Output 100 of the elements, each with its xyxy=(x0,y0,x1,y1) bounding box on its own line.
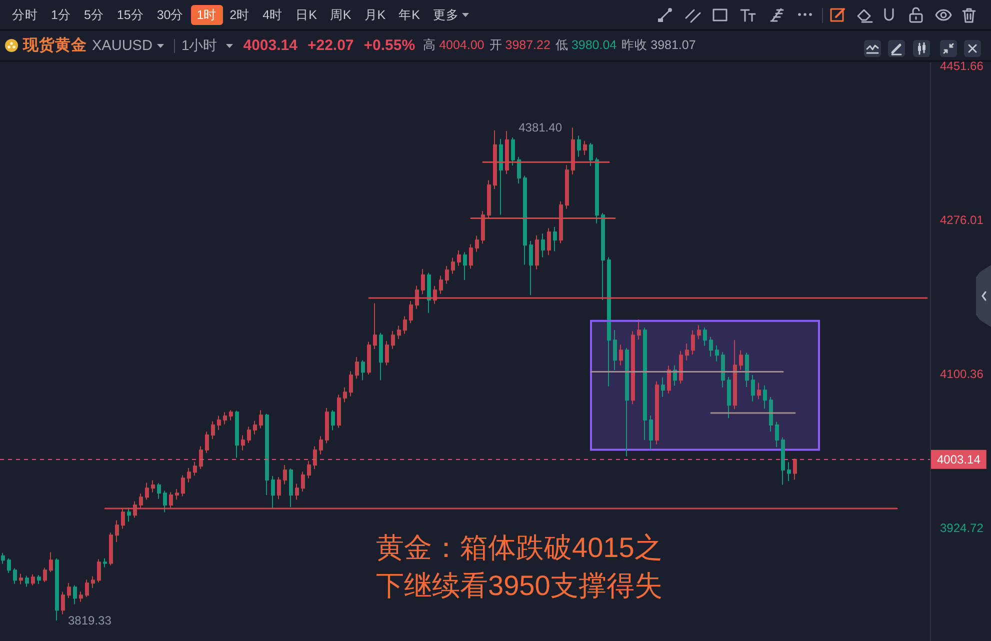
candlestick xyxy=(55,558,59,622)
candlestick xyxy=(223,412,227,425)
candlestick xyxy=(637,318,641,340)
candlestick xyxy=(325,408,329,444)
candlestick xyxy=(583,140,587,156)
candlestick xyxy=(535,234,539,270)
candlestick xyxy=(91,576,95,589)
candlestick xyxy=(175,488,179,500)
candlestick xyxy=(265,413,269,496)
candlestick xyxy=(85,579,89,598)
candlestick xyxy=(319,436,323,455)
candlestick xyxy=(625,348,629,457)
candlestick xyxy=(763,384,767,410)
candlestick xyxy=(211,420,215,440)
candlestick xyxy=(187,467,191,483)
candlestick xyxy=(703,327,707,346)
candlestick xyxy=(241,434,245,451)
candlestick xyxy=(619,344,623,366)
candlestick xyxy=(601,212,605,300)
candlestick xyxy=(565,164,569,210)
candlestick xyxy=(229,410,233,421)
candlestick xyxy=(643,327,647,441)
candlestick xyxy=(19,573,23,585)
candlestick xyxy=(127,507,131,522)
annotation: 黄金：箱体跌破4015之下继续看3950支撑得失 xyxy=(376,531,664,603)
candlestick xyxy=(739,350,743,370)
candlestick xyxy=(379,332,383,381)
candlestick xyxy=(559,200,563,244)
text: 4时 xyxy=(262,8,283,22)
candlestick xyxy=(109,532,113,566)
candlestick xyxy=(469,244,473,270)
chart-title: 现货黄金 xyxy=(23,36,87,56)
candlestick xyxy=(385,340,389,366)
candlestick xyxy=(355,356,359,380)
text: +0.55% xyxy=(364,37,416,54)
candlestick xyxy=(403,316,407,334)
text: 3981.07 xyxy=(650,38,696,52)
candlestick xyxy=(415,285,419,310)
candlestick xyxy=(757,382,761,400)
candlestick xyxy=(199,446,203,470)
ref-line-label: 4003.14 xyxy=(937,452,981,466)
y-tick-label: 4276.01 xyxy=(940,212,984,227)
candlestick xyxy=(427,272,431,314)
candlestick xyxy=(733,340,737,410)
text: 4003.14 xyxy=(243,37,298,54)
candlestick xyxy=(277,476,281,500)
candlestick xyxy=(367,341,371,376)
candlestick xyxy=(631,330,635,405)
candlestick xyxy=(343,386,347,403)
candlestick xyxy=(331,410,335,431)
candlestick xyxy=(679,350,683,384)
candlestick xyxy=(397,325,401,340)
candlestick xyxy=(661,376,665,398)
candlestick xyxy=(493,130,497,190)
candlestick xyxy=(67,582,71,599)
candlestick xyxy=(1,552,5,564)
candlestick xyxy=(667,365,671,394)
candlestick xyxy=(571,127,575,175)
candlestick xyxy=(721,352,725,388)
candlestick xyxy=(775,421,779,448)
text: 高 xyxy=(423,37,436,54)
candlestick xyxy=(481,210,485,244)
chart-subtitle: XAUUSD xyxy=(92,38,152,54)
candlestick xyxy=(787,462,791,482)
candlestick xyxy=(523,175,527,266)
candlestick xyxy=(301,471,305,492)
candlestick xyxy=(307,460,311,479)
candlestick xyxy=(655,380,659,445)
candlestick xyxy=(43,567,47,583)
candlestick xyxy=(409,300,413,324)
candlestick xyxy=(283,464,287,485)
candlestick xyxy=(541,233,545,258)
candlestick xyxy=(49,552,53,573)
text: 更多 xyxy=(432,8,459,22)
candlestick xyxy=(709,336,713,358)
candlestick xyxy=(103,558,107,568)
annotation: 3819.33 xyxy=(68,614,112,628)
text: 开 xyxy=(489,37,502,54)
candlestick xyxy=(181,474,185,497)
candlestick xyxy=(295,483,299,500)
candlestick xyxy=(463,252,467,280)
candlestick xyxy=(457,250,461,266)
candlestick xyxy=(517,156,521,184)
candlestick xyxy=(421,268,425,295)
candlestick xyxy=(691,330,695,356)
candlestick xyxy=(79,590,83,602)
candlestick xyxy=(373,302,377,350)
candlestick xyxy=(475,235,479,252)
candlestick xyxy=(73,584,77,605)
candlestick xyxy=(37,574,41,584)
text: 日K xyxy=(296,8,317,22)
text: 30分 xyxy=(156,8,184,22)
candlestick xyxy=(487,180,491,220)
y-tick-label: 4451.66 xyxy=(940,58,984,73)
candlestick xyxy=(259,410,263,429)
text: 分时 xyxy=(12,8,38,22)
y-tick-label: 4100.36 xyxy=(940,367,984,382)
text: 年K xyxy=(398,8,420,22)
candlestick xyxy=(649,415,653,450)
text: 低 xyxy=(555,37,568,54)
